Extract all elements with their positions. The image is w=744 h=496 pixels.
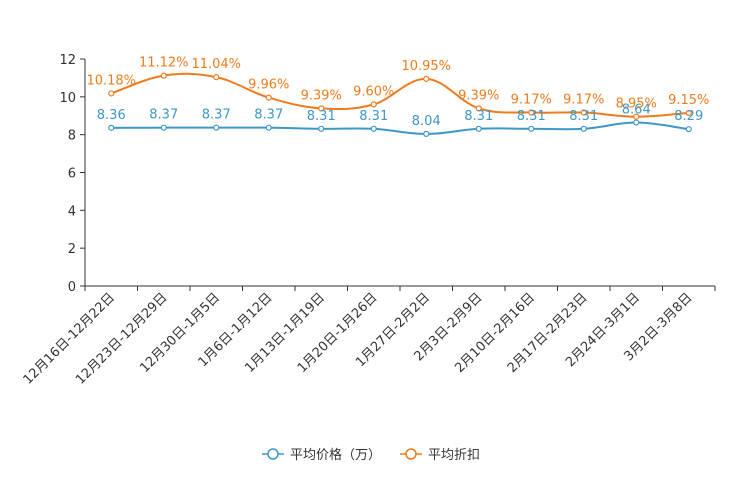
data-label: 11.12%: [139, 56, 189, 71]
x-tick-label: 12月16日-12月22日: [21, 290, 118, 387]
data-label: 8.37: [149, 108, 178, 123]
data-label: 11.04%: [191, 57, 241, 72]
y-tick-label: 8: [68, 129, 76, 144]
legend-item[interactable]: 平均折扣: [400, 448, 480, 463]
data-label: 9.17%: [511, 93, 552, 108]
data-point: [370, 125, 377, 132]
y-tick-label: 6: [68, 167, 76, 182]
legend: 平均价格（万） 平均折扣: [262, 447, 480, 463]
data-label: 8.37: [202, 108, 231, 123]
data-label: 10.95%: [401, 59, 451, 74]
data-labels: 8.36 8.37 8.37 8.37 8.31 8.31 8.04 8.31 8.31 8.31…: [86, 56, 709, 129]
legend-label: 平均价格（万）: [290, 447, 381, 463]
data-label: 9.39%: [301, 88, 342, 103]
y-tick-label: 2: [68, 242, 76, 257]
data-label: 8.29: [674, 109, 703, 124]
data-point: [318, 125, 325, 132]
data-point: [108, 90, 115, 97]
y-tick-label: 10: [59, 91, 76, 106]
y-tick-label: 4: [68, 204, 76, 219]
data-label: 8.04: [412, 114, 441, 129]
data-label: 8.36: [97, 108, 126, 123]
legend-marker: [405, 448, 417, 460]
data-label: 10.18%: [86, 73, 136, 88]
data-point: [108, 124, 115, 131]
data-label: 9.17%: [563, 93, 604, 108]
y-tick-label: 12: [59, 53, 76, 68]
data-point: [370, 101, 377, 108]
data-point: [318, 105, 325, 112]
data-label: 9.60%: [353, 84, 394, 99]
data-label: 8.31: [307, 109, 336, 124]
data-point: [633, 113, 640, 120]
data-point: [528, 109, 535, 116]
data-point: [265, 94, 272, 101]
data-point: [265, 124, 272, 131]
data-point: [423, 75, 430, 82]
data-label: 8.31: [359, 109, 388, 124]
data-point: [423, 130, 430, 138]
data-point: [685, 109, 692, 117]
data-point: [160, 124, 167, 131]
data-point: [160, 72, 167, 79]
data-label: 9.96%: [248, 78, 289, 93]
data-point: [580, 109, 587, 116]
x-tick-label: 12月23日-12月29日: [73, 290, 170, 387]
data-point: [633, 119, 640, 126]
y-tick-label: 0: [68, 280, 76, 295]
data-point: [580, 125, 587, 132]
data-point: [475, 125, 482, 132]
legend-item[interactable]: 平均价格（万）: [262, 447, 381, 463]
series-group: [108, 72, 692, 138]
data-label: 9.15%: [668, 93, 709, 108]
legend-label: 平均折扣: [428, 448, 480, 463]
axes: 02468101212月16日-12月22日12月23日-12月29日12月30…: [21, 53, 716, 388]
data-point: [685, 126, 692, 133]
legend-marker: [267, 448, 279, 460]
data-point: [213, 124, 220, 131]
data-point: [475, 105, 482, 112]
data-label: 8.37: [254, 108, 283, 123]
data-label: 9.39%: [458, 88, 499, 103]
data-point: [213, 74, 220, 81]
series-line: [111, 121, 689, 135]
data-label: 8.95%: [616, 97, 657, 112]
data-label: 8.31: [464, 109, 493, 124]
data-point: [528, 125, 535, 132]
data-label: 8.31: [569, 109, 598, 124]
data-label: 8.64: [622, 103, 651, 118]
data-label: 8.31: [517, 109, 546, 124]
